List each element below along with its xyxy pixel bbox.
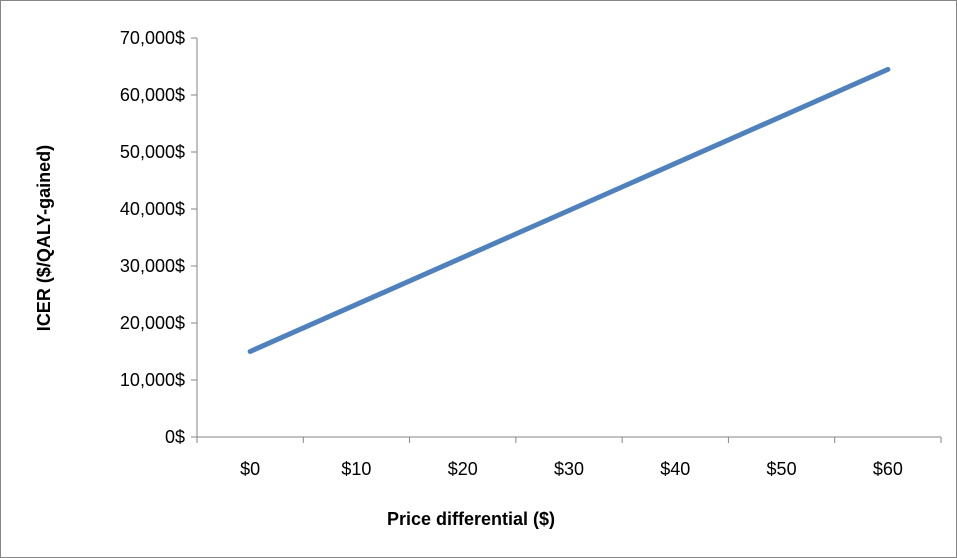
- x-tick-label: $40: [660, 459, 690, 479]
- x-axis-title: Price differential ($): [387, 509, 555, 529]
- y-tick-label: 70,000$: [120, 28, 185, 48]
- x-tick-label: $60: [873, 459, 903, 479]
- y-tick-label: 20,000$: [120, 313, 185, 333]
- x-tick-label: $0: [240, 459, 260, 479]
- y-tick-label: 40,000$: [120, 199, 185, 219]
- x-tick-label: $50: [767, 459, 797, 479]
- x-tick-label: $30: [554, 459, 584, 479]
- series-line: [247, 66, 891, 354]
- y-tick-label: 60,000$: [120, 85, 185, 105]
- y-tick-label: 0$: [165, 427, 185, 447]
- x-tick-label: $10: [341, 459, 371, 479]
- y-tick-label: 50,000$: [120, 142, 185, 162]
- y-axis-title: ICER ($/QALY-gained): [34, 145, 54, 331]
- axes: [191, 37, 942, 443]
- y-tick-label: 10,000$: [120, 370, 185, 390]
- y-tick-label: 30,000$: [120, 256, 185, 276]
- series-group: [247, 66, 891, 354]
- x-tick-label: $20: [448, 459, 478, 479]
- tick-labels: 0$ 10,000$ 20,000$ 30,000$ 40,000$ 50,000$ 60,…: [120, 28, 903, 479]
